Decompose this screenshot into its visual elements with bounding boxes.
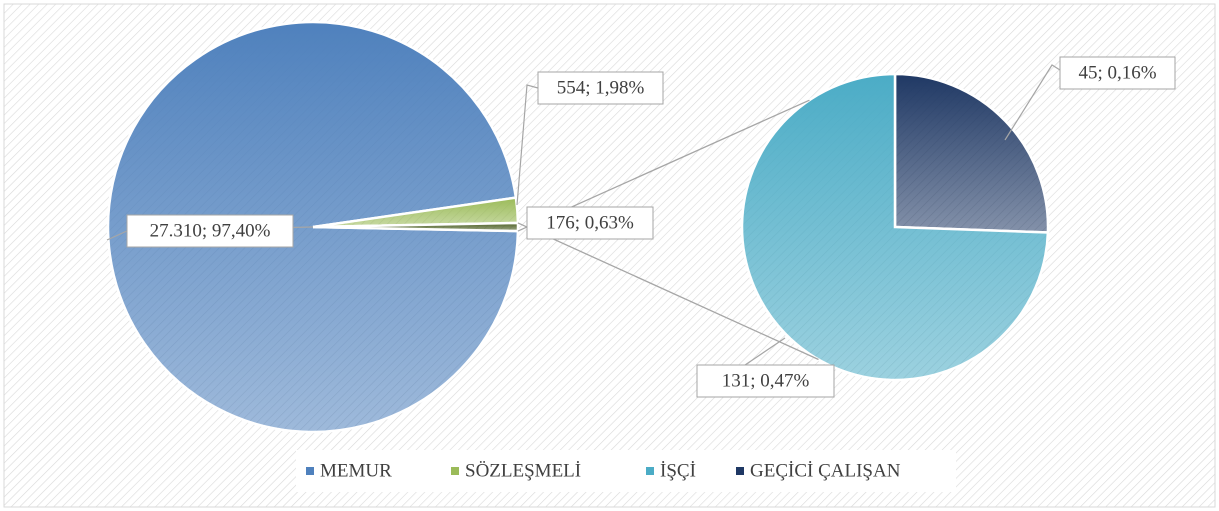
data-label: 176; 0,63% bbox=[546, 212, 634, 233]
legend-marker bbox=[306, 467, 314, 475]
data-label-box bbox=[537, 71, 664, 105]
connector-line bbox=[517, 222, 819, 361]
legend-marker bbox=[646, 467, 654, 475]
data-label-box bbox=[126, 214, 294, 248]
data-label: 45; 0,16% bbox=[1078, 62, 1156, 83]
pie-slice bbox=[893, 72, 1050, 234]
pie-slice bbox=[740, 72, 1050, 382]
leader-line bbox=[744, 337, 786, 366]
legend-label: SÖZLEŞMELİ bbox=[465, 460, 581, 481]
legend-label: GEÇİCİ ÇALIŞAN bbox=[750, 460, 901, 481]
legend-marker bbox=[736, 467, 744, 475]
data-label: 554; 1,98% bbox=[557, 77, 645, 98]
legend-label: MEMUR bbox=[320, 460, 392, 481]
leader-line bbox=[1004, 64, 1061, 141]
legend-bg bbox=[296, 450, 956, 492]
data-label: 27.310; 97,40% bbox=[150, 220, 271, 241]
data-label-box bbox=[526, 206, 654, 240]
data-label-box bbox=[1059, 56, 1176, 90]
legend-label: İŞÇİ bbox=[660, 460, 696, 481]
data-label-box bbox=[696, 364, 835, 398]
leader-line bbox=[516, 84, 539, 206]
data-label: 131; 0,47% bbox=[722, 370, 810, 391]
legend-marker bbox=[451, 467, 459, 475]
